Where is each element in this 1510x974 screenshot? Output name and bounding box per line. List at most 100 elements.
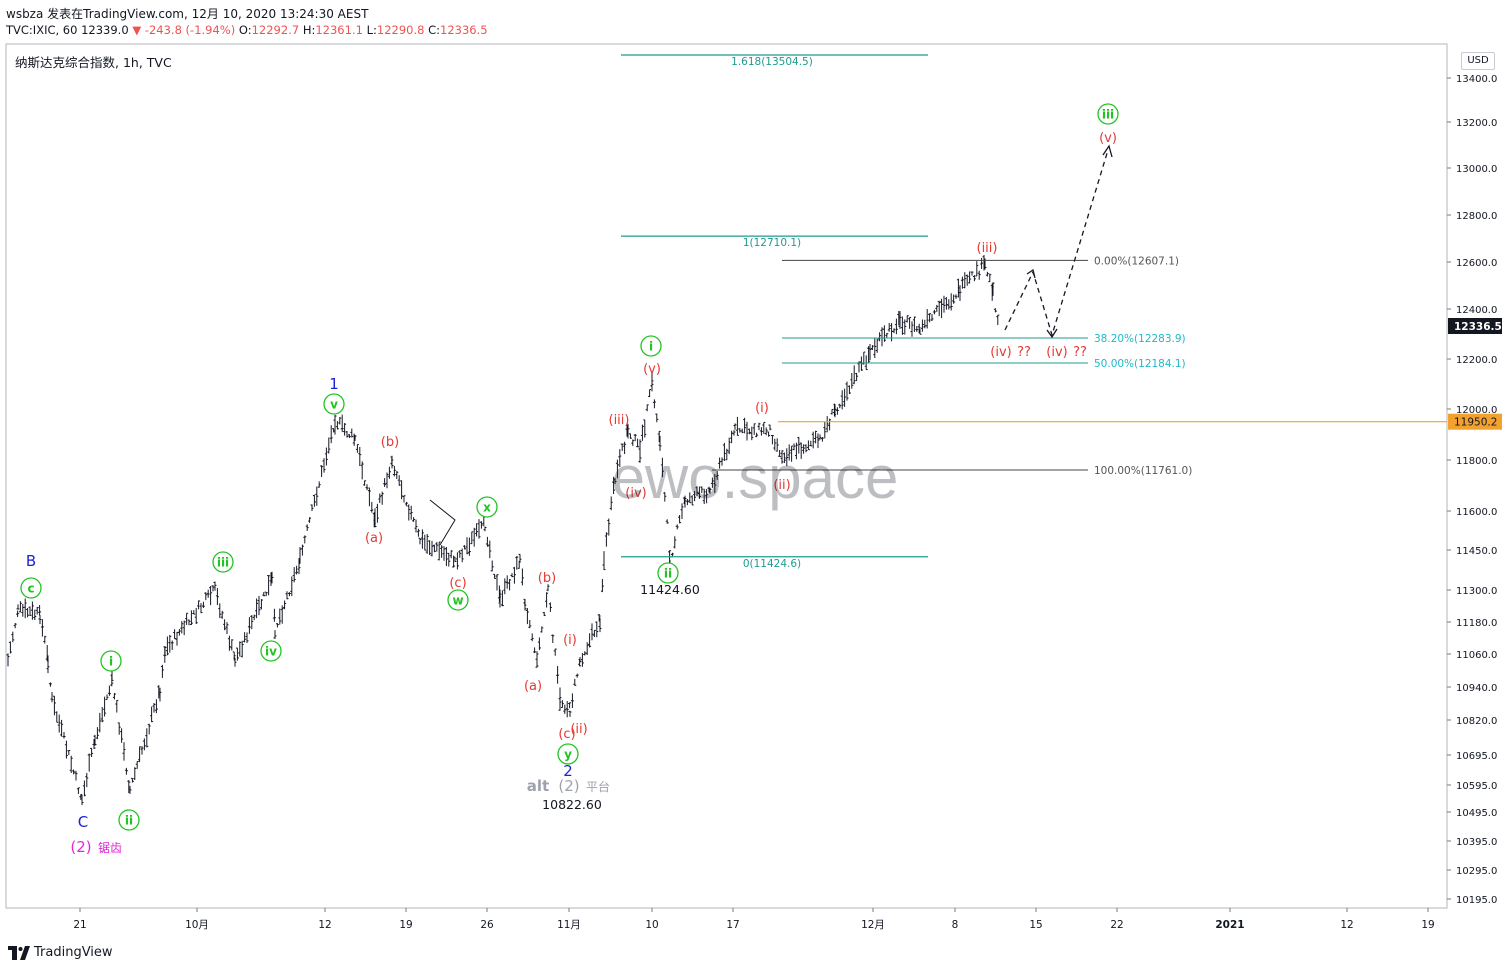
time-axis-label: 8 — [952, 919, 959, 931]
triangle-pattern — [429, 499, 456, 546]
time-axis[interactable]: 21 10月 12 19 26 11月 10 17 12月 8 15 22 2021 12 19 — [6, 907, 1447, 931]
price-axis[interactable]: 13400.0 13200.0 13000.0 12800.0 12600.0 12400… — [1447, 74, 1502, 906]
wave-label: (b) — [538, 571, 556, 586]
last-price: 12339.0 — [81, 23, 129, 37]
wave-label: i — [109, 655, 113, 669]
wave-label-circle — [100, 650, 122, 672]
wave-label-circle — [323, 393, 345, 415]
wave-label: v — [330, 398, 338, 412]
zigzag-note: 锯齿 — [98, 840, 122, 855]
wave-label-circle — [476, 496, 498, 518]
wave-label-circle — [640, 335, 662, 357]
currency-button[interactable]: USD — [1461, 52, 1495, 70]
alt-wave-label: (2) — [558, 777, 579, 795]
projection-arrowhead — [1046, 328, 1058, 339]
wave-label: ii — [664, 567, 672, 581]
symbol-info: TVC:IXIC, 60 12339.0 ▼ -243.8 (-1.94%) O… — [6, 23, 488, 37]
price-axis-label: 10595.0 — [1456, 781, 1497, 792]
wave-label: (b) — [381, 435, 399, 450]
fib-retracement-label: 38.20%(12283.9) — [1094, 333, 1186, 345]
wave-label: (iii) — [609, 413, 630, 428]
wave-label: (i) — [563, 633, 577, 648]
wave-label-circle — [1097, 103, 1119, 125]
open-value: 12292.7 — [251, 23, 300, 37]
wave-label: (c) — [449, 576, 466, 591]
time-axis-label: 19 — [399, 919, 412, 931]
wave-label-circle — [657, 562, 679, 584]
wave-label: (ii) — [570, 722, 587, 737]
projection-arrowhead — [1102, 144, 1113, 158]
projection-path — [1004, 144, 1113, 339]
tradingview-icon — [8, 945, 30, 960]
wave-label: iii — [1102, 108, 1114, 122]
time-axis-label: 17 — [726, 919, 739, 931]
low-value: 12290.8 — [376, 23, 425, 37]
change: -243.8 (-1.94%) — [144, 23, 236, 37]
fib-retracement-label: 100.00%(11761.0) — [1094, 465, 1192, 477]
tradingview-logo[interactable]: TradingView — [8, 945, 113, 960]
fib-extension-label: 1.618(13504.5) — [731, 56, 813, 68]
price-axis-label: 10295.0 — [1456, 866, 1497, 877]
fib-retracement-label: 0.00%(12607.1) — [1094, 255, 1179, 267]
price-axis-label: 11600.0 — [1456, 507, 1497, 518]
wave-label-circle — [118, 809, 140, 831]
time-axis-label: 12 — [318, 919, 331, 931]
wave-label: (v) — [643, 362, 661, 377]
wave-label: (a) — [524, 679, 542, 694]
time-axis-label: 2021 — [1215, 919, 1244, 931]
wave-label: 1 — [329, 375, 339, 393]
open-label: O: — [238, 23, 252, 37]
fib-extension-label: 0(11424.6) — [743, 558, 801, 570]
price-axis-label: 12400.0 — [1456, 305, 1497, 316]
wave-label-circle — [260, 640, 282, 662]
time-axis-label: 22 — [1110, 919, 1123, 931]
down-arrow-icon: ▼ — [132, 23, 142, 37]
wave-label: c — [27, 582, 34, 596]
wave-label: (iii) — [977, 241, 998, 256]
wave-label-circle — [212, 551, 234, 573]
wave-label: ii — [125, 814, 133, 828]
wave-label: (a) — [365, 531, 383, 546]
zigzag-wave-label: (2) — [70, 838, 91, 856]
price-axis-label: 12600.0 — [1456, 258, 1497, 269]
level-price-tag — [1448, 413, 1502, 430]
tradingview-label: TradingView — [34, 945, 113, 960]
fib-extension-label: 1(12710.1) — [743, 237, 801, 249]
projection-dashed-line — [1004, 149, 1109, 338]
time-axis-label: 19 — [1421, 919, 1434, 931]
question-marks: ?? — [1017, 345, 1031, 360]
time-axis-label: 12 — [1340, 919, 1353, 931]
time-axis-label: 15 — [1029, 919, 1042, 931]
wave-label: iv — [265, 645, 277, 659]
last-price-tag — [1448, 318, 1502, 334]
symbol: TVC:IXIC, 60 — [6, 23, 78, 37]
price-axis-label: 11180.0 — [1456, 618, 1497, 629]
wave-label: (v) — [1099, 131, 1117, 146]
wave-label-circle — [557, 743, 579, 765]
watermark: ewo.space — [612, 444, 899, 511]
wave-label: i — [649, 340, 653, 354]
alt-note: 平台 — [586, 779, 610, 794]
price-annotation: 11424.60 — [640, 582, 700, 597]
price-axis-label: 10695.0 — [1456, 751, 1497, 762]
wave-label: B — [26, 552, 36, 570]
time-axis-label: 10月 — [185, 919, 209, 931]
ohlc-bars — [6, 254, 1000, 806]
wave-label: C — [78, 813, 88, 831]
wave-label: 2 — [563, 762, 573, 780]
wave-label: (ii) — [773, 478, 790, 493]
price-axis-label: 11800.0 — [1456, 456, 1497, 467]
price-axis-label: 10495.0 — [1456, 808, 1497, 819]
time-axis-label: 21 — [73, 919, 86, 931]
price-axis-label: 13000.0 — [1456, 164, 1497, 175]
high-value: 12361.1 — [315, 23, 363, 37]
publish-info: wsbza 发表在TradingView.com, 12月 10, 2020 1… — [6, 7, 369, 21]
level-price-label: 11950.2 — [1454, 417, 1497, 429]
time-axis-label: 11月 — [557, 919, 581, 931]
price-axis-label: 10940.0 — [1456, 683, 1497, 694]
wave-label: (c) — [558, 727, 575, 742]
fib-levels: 1.618(13504.5) 1(12710.1) 0(11424.6) 0.00%(… — [621, 54, 1447, 570]
close-label: C: — [428, 23, 440, 37]
wave-label: x — [483, 501, 491, 515]
